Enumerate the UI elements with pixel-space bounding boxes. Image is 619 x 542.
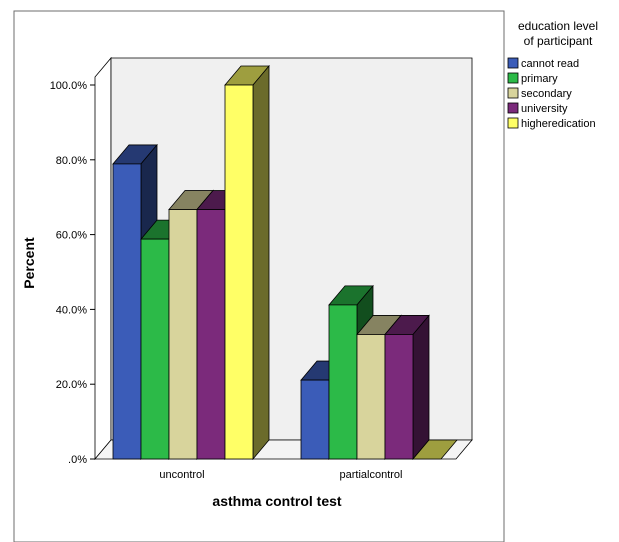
x-tick-label-uncontrol: uncontrol — [159, 469, 204, 481]
legend-item: cannot read — [507, 57, 579, 70]
x-tick-label-partialcontrol: partialcontrol — [340, 469, 403, 481]
legend-swatch — [507, 117, 519, 129]
legend-item: higheredication — [507, 117, 596, 130]
bar — [412, 439, 458, 460]
y-tick-label: 40.0% — [56, 304, 87, 316]
x-axis-title: asthma control test — [212, 493, 341, 509]
x-axis: uncontrol partialcontrol — [159, 469, 402, 481]
legend-label: university — [521, 103, 568, 115]
y-tick-label: 80.0% — [56, 155, 87, 167]
legend-item: university — [507, 102, 568, 115]
bars — [112, 64, 458, 461]
y-tick-label: .0% — [68, 454, 87, 466]
legend-title-line-2: of participant — [524, 34, 593, 48]
left-wall — [94, 56, 112, 461]
legend-label: secondary — [521, 88, 572, 100]
legend-label: primary — [521, 73, 558, 85]
bar — [384, 314, 430, 461]
legend-swatch — [507, 72, 519, 84]
legend-swatch — [507, 57, 519, 69]
legend: education level of participant cannot re… — [507, 19, 598, 130]
legend-swatch — [507, 102, 519, 114]
legend-label: cannot read — [521, 58, 579, 70]
y-axis: .0% 20.0% 40.0% 60.0% 80.0% 100.0% — [50, 80, 95, 466]
y-tick-label: 20.0% — [56, 379, 87, 391]
legend-item: secondary — [507, 87, 572, 100]
y-tick-label: 60.0% — [56, 230, 87, 242]
legend-swatch — [507, 87, 519, 99]
legend-item: primary — [507, 72, 558, 85]
y-tick-label: 100.0% — [50, 80, 88, 92]
y-axis-title: Percent — [21, 237, 37, 289]
bar — [224, 64, 270, 461]
legend-label: higheredication — [521, 118, 596, 130]
legend-title-line-1: education level — [518, 19, 598, 33]
